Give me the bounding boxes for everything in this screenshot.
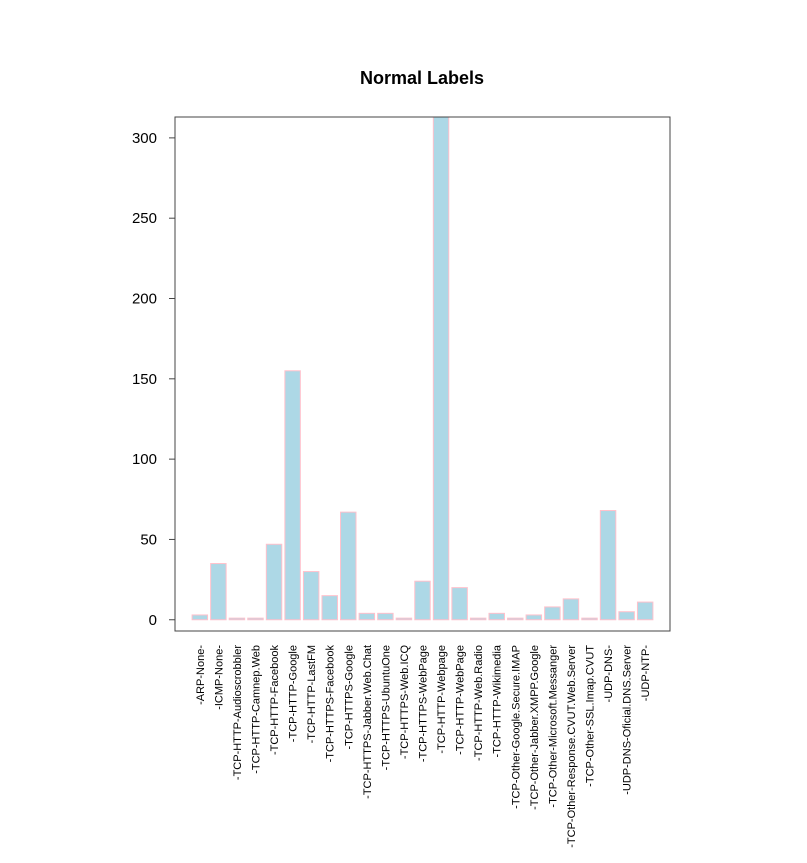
y-tick-label: 300 [132, 130, 157, 147]
bar [544, 606, 561, 621]
bar [395, 617, 413, 621]
y-tick-label: 250 [132, 210, 157, 227]
y-tick-label: 50 [140, 531, 157, 548]
bar [469, 617, 487, 621]
x-tick-label: -TCP-HTTPS-Google [343, 645, 355, 750]
x-tick-label: -ARP-None- [195, 645, 207, 705]
x-tick-label: -TCP-Other-Microsoft.Messanger [547, 645, 559, 808]
x-tick-label: -UDP-DNS-Oficial.DNS.Server [622, 645, 634, 795]
y-tick-label: 0 [149, 612, 157, 629]
x-tick-label: -TCP-HTTP-WebPage [455, 645, 467, 755]
bar [228, 617, 246, 621]
chart-title: Normal Labels [360, 68, 484, 88]
bar [562, 598, 580, 621]
bar [451, 587, 468, 621]
bar [265, 543, 283, 621]
x-tick-label: -TCP-HTTPS-Jabber.Web.Chat [362, 645, 374, 799]
x-tick-label: -TCP-HTTPS-UbuntuOne [380, 645, 392, 770]
bar [488, 612, 505, 621]
x-tick-label: -TCP-HTTPS-Web.ICQ [399, 645, 411, 760]
bar [432, 116, 450, 621]
bar [321, 595, 338, 621]
y-tick-label: 200 [132, 291, 157, 308]
x-axis: -ARP-None- -ICMP-None- -TCP-HTTP-Audioscro… [195, 644, 652, 848]
bar [525, 614, 543, 621]
bar [377, 612, 394, 621]
x-tick-label: -TCP-HTTP-Webpage [436, 645, 448, 754]
x-tick-label: -TCP-HTTPS-WebPage [418, 645, 430, 762]
x-tick-label: -TCP-Other-Jabber.XMPP.Google [529, 645, 541, 810]
bar [302, 571, 320, 621]
bar [507, 617, 524, 621]
x-tick-label: -UDP-DNS- [603, 645, 615, 703]
bar [247, 617, 264, 621]
bar [284, 370, 301, 621]
bar [599, 510, 617, 621]
y-axis: 0 50 100 150 200 250 300 [132, 130, 175, 629]
x-tick-label: -TCP-HTTP-Web.Radio [473, 645, 485, 761]
x-tick-label: -TCP-HTTP-Audioscrobbler [232, 645, 244, 780]
x-tick-label: -ICMP-None- [213, 645, 225, 710]
bar [210, 563, 227, 621]
x-tick-label: -TCP-HTTP-LastFM [306, 645, 318, 743]
bar [618, 611, 635, 621]
bars-group [191, 116, 654, 621]
x-tick-label: -TCP-Other-Response.CVUT.Web.Server [566, 645, 578, 848]
bar [191, 614, 209, 621]
bar [340, 511, 357, 621]
x-tick-label: -TCP-HTTP-Wikimedia [492, 644, 504, 757]
x-tick-label: -TCP-Other-SSL.Imap.CVUT [585, 645, 597, 787]
bar [581, 617, 598, 621]
x-tick-label: -TCP-HTTP-Facebook [269, 645, 281, 756]
x-tick-label: -TCP-Other-Google.Secure.IMAP [510, 645, 522, 809]
y-tick-label: 150 [132, 371, 157, 388]
x-tick-label: -TCP-HTTP-Camnep.Web [250, 645, 262, 774]
x-tick-label: -TCP-HTTPS-Facebook [325, 645, 337, 763]
bar [358, 612, 376, 621]
bar [636, 601, 654, 621]
bar [414, 580, 431, 621]
x-tick-label: -TCP-HTTP-Google [288, 645, 300, 742]
y-tick-label: 100 [132, 451, 157, 468]
plot-frame [174, 116, 671, 632]
x-tick-label: -UDP-NTP- [640, 645, 652, 702]
